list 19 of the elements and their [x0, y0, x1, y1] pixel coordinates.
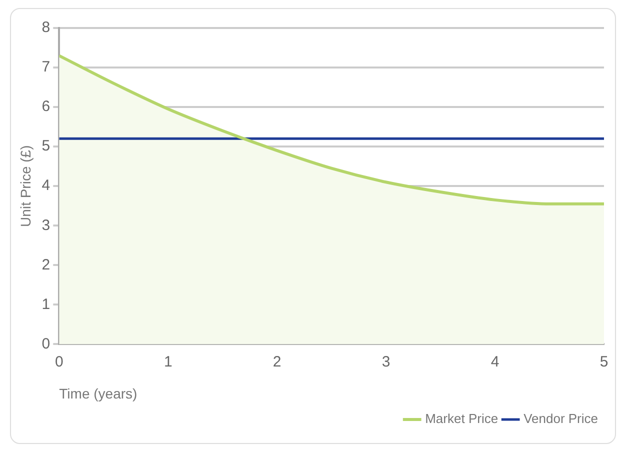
y-tick-label: 3 [42, 216, 50, 234]
y-tick-label: 7 [42, 58, 50, 76]
y-tick-label: 2 [42, 256, 50, 274]
legend-label: Vendor Price [524, 411, 598, 426]
y-tick-label: 4 [42, 177, 50, 194]
x-tick-label: 3 [382, 353, 390, 370]
y-tick-label: 0 [42, 335, 50, 352]
legend-label: Market Price [425, 411, 498, 426]
y-tick-label: 8 [42, 19, 50, 36]
y-tick-label: 6 [42, 98, 50, 116]
x-tick-label: 5 [600, 353, 608, 370]
x-tick-label: 1 [164, 353, 172, 370]
x-tick-label: 4 [490, 353, 500, 370]
y-axis-title: Unit Price (£) [17, 145, 34, 227]
y-tick-label: 1 [42, 296, 50, 313]
y-tick-label: 5 [42, 138, 50, 155]
x-tick-label: 0 [54, 353, 64, 370]
x-axis-title: Time (years) [59, 385, 138, 402]
x-tick-label: 2 [272, 353, 282, 370]
